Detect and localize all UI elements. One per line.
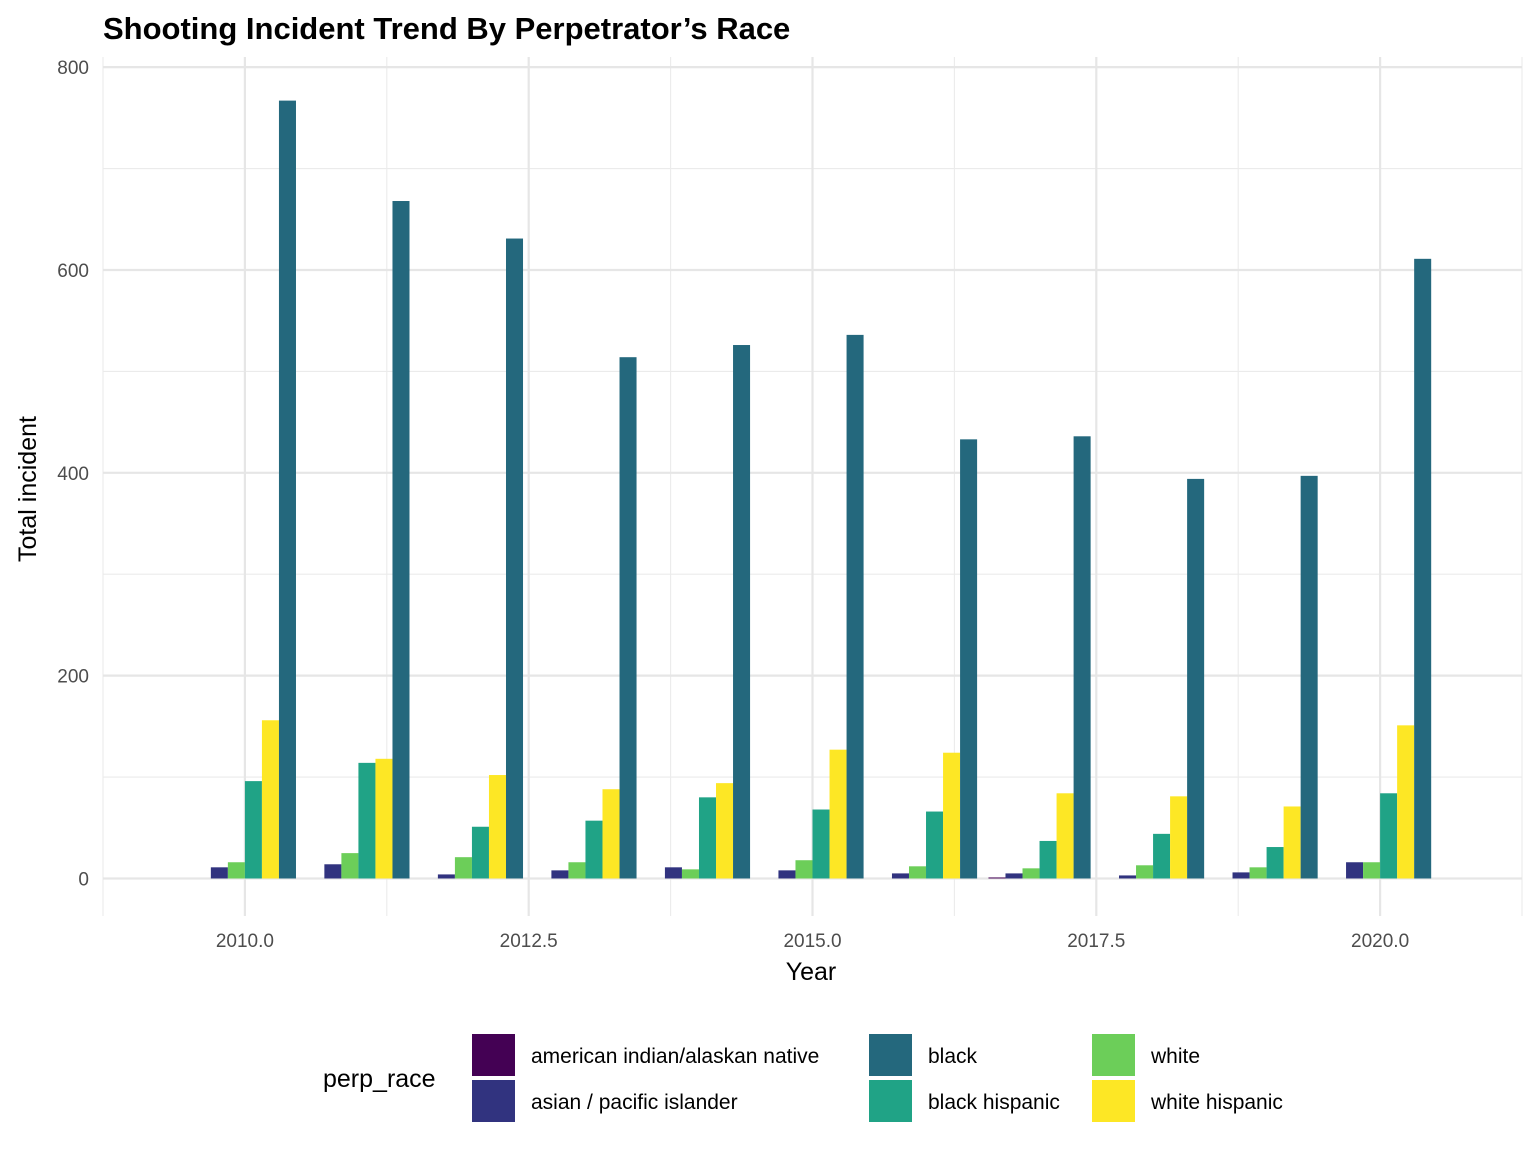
legend-label: black hispanic bbox=[928, 1091, 1060, 1114]
legend-key bbox=[869, 1080, 912, 1122]
bar bbox=[1136, 865, 1154, 879]
legend-key bbox=[472, 1080, 515, 1122]
legend-key bbox=[472, 1034, 515, 1076]
y-tick-label: 800 bbox=[57, 58, 89, 79]
bar bbox=[568, 862, 586, 879]
x-tick-label: 2010.0 bbox=[216, 931, 274, 952]
bars-group bbox=[210, 100, 1432, 879]
bar bbox=[846, 334, 864, 879]
x-axis-title: Year bbox=[786, 958, 837, 986]
bar bbox=[619, 357, 637, 879]
legend-key bbox=[869, 1034, 912, 1076]
bar bbox=[488, 775, 506, 879]
bar bbox=[1005, 873, 1023, 879]
y-tick-label: 0 bbox=[78, 869, 89, 890]
bar bbox=[812, 809, 830, 879]
bar bbox=[358, 762, 376, 879]
legend-title: perp_race bbox=[323, 1065, 436, 1093]
bar bbox=[733, 345, 751, 879]
bar bbox=[244, 781, 262, 879]
bar bbox=[454, 857, 472, 879]
bar bbox=[926, 811, 944, 879]
bar bbox=[716, 783, 734, 879]
bar bbox=[1397, 725, 1415, 879]
bar bbox=[1414, 258, 1432, 879]
bar bbox=[1119, 875, 1137, 879]
bar bbox=[471, 826, 489, 879]
bar bbox=[891, 873, 909, 879]
bar bbox=[227, 862, 245, 879]
bar bbox=[505, 238, 524, 879]
bar bbox=[1300, 475, 1318, 879]
bar bbox=[1283, 806, 1301, 879]
legend-label: american indian/alaskan native bbox=[531, 1045, 819, 1068]
x-tick-label: 2015.0 bbox=[783, 931, 841, 952]
bar bbox=[908, 866, 927, 879]
legend-label: white hispanic bbox=[1150, 1091, 1283, 1114]
y-axis-title: Total incident bbox=[14, 416, 42, 562]
legend: american indian/alaskan native asian / pa… bbox=[472, 1034, 1283, 1122]
bar bbox=[664, 867, 682, 879]
bar bbox=[943, 752, 961, 879]
bar bbox=[1249, 867, 1267, 879]
x-axis-tick-labels: 2010.0 2012.5 2015.0 2017.5 2020.0 bbox=[216, 931, 1409, 952]
bar bbox=[324, 864, 342, 879]
bar bbox=[1056, 793, 1074, 879]
bar bbox=[602, 789, 620, 879]
bar bbox=[375, 758, 393, 879]
bar bbox=[278, 100, 296, 879]
bar bbox=[1073, 436, 1091, 879]
x-tick-label: 2017.5 bbox=[1067, 931, 1125, 952]
bar bbox=[829, 749, 847, 879]
bar bbox=[1022, 868, 1040, 879]
y-tick-label: 200 bbox=[57, 667, 89, 688]
bar bbox=[795, 860, 813, 879]
bar bbox=[1187, 478, 1205, 879]
chart-title: Shooting Incident Trend By Perpetrator’s… bbox=[103, 11, 790, 46]
bar bbox=[698, 797, 717, 879]
y-tick-label: 600 bbox=[57, 261, 89, 282]
legend-key bbox=[1092, 1034, 1135, 1076]
bar bbox=[1346, 862, 1364, 879]
bar bbox=[392, 201, 410, 879]
bar bbox=[261, 720, 279, 879]
bar bbox=[1170, 796, 1188, 879]
bar bbox=[1039, 840, 1057, 879]
bar bbox=[988, 877, 1006, 879]
bar bbox=[681, 869, 699, 879]
bar bbox=[1363, 862, 1381, 879]
bar bbox=[437, 874, 455, 879]
bar bbox=[778, 870, 796, 879]
x-tick-label: 2020.0 bbox=[1351, 931, 1409, 952]
bar bbox=[210, 867, 228, 879]
bar bbox=[551, 870, 569, 879]
y-axis-tick-labels: 0 200 400 600 800 bbox=[57, 58, 89, 890]
bar bbox=[585, 820, 603, 879]
bar bbox=[341, 853, 359, 879]
legend-label: black bbox=[928, 1045, 978, 1068]
bar bbox=[1380, 793, 1398, 879]
bar bbox=[1153, 833, 1171, 879]
legend-label: white bbox=[1150, 1045, 1200, 1068]
legend-label: asian / pacific islander bbox=[531, 1091, 738, 1114]
bar bbox=[960, 439, 978, 879]
bar bbox=[1266, 847, 1284, 879]
y-tick-label: 400 bbox=[57, 464, 89, 485]
bar bbox=[1232, 872, 1250, 879]
legend-key bbox=[1092, 1080, 1135, 1122]
x-tick-label: 2012.5 bbox=[500, 931, 558, 952]
